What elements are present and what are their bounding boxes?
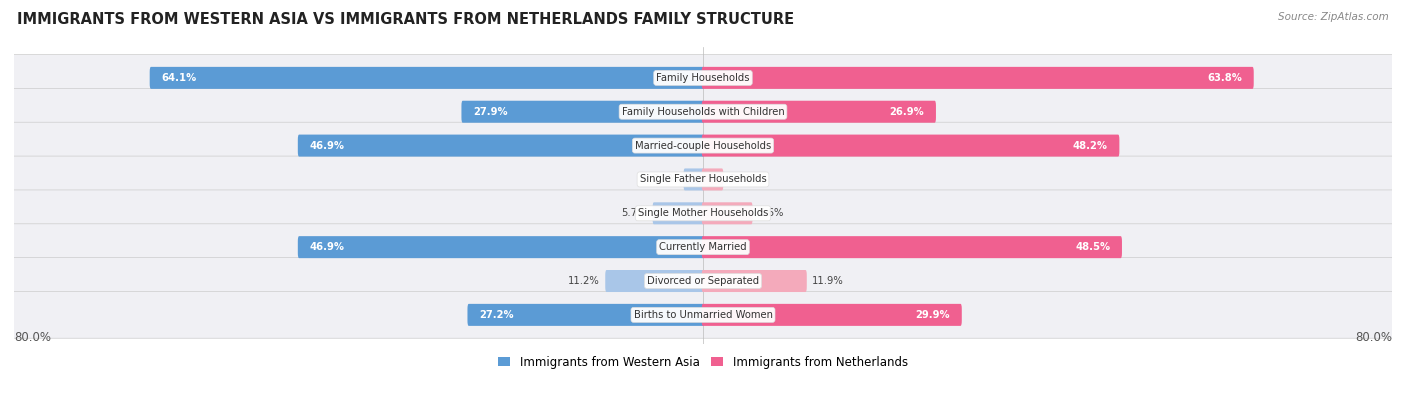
Text: 2.2%: 2.2%: [728, 175, 754, 184]
FancyBboxPatch shape: [702, 236, 1122, 258]
FancyBboxPatch shape: [11, 55, 1395, 101]
Text: 80.0%: 80.0%: [1355, 331, 1392, 344]
Text: 11.9%: 11.9%: [813, 276, 844, 286]
FancyBboxPatch shape: [702, 168, 723, 190]
Text: 27.2%: 27.2%: [479, 310, 513, 320]
Text: 5.6%: 5.6%: [758, 208, 783, 218]
Text: 2.1%: 2.1%: [652, 175, 678, 184]
Text: 27.9%: 27.9%: [472, 107, 508, 117]
Text: 5.7%: 5.7%: [621, 208, 647, 218]
Text: Single Mother Households: Single Mother Households: [638, 208, 768, 218]
Text: 80.0%: 80.0%: [14, 331, 51, 344]
Text: 48.2%: 48.2%: [1073, 141, 1108, 150]
FancyBboxPatch shape: [467, 304, 704, 326]
Text: 26.9%: 26.9%: [890, 107, 924, 117]
Text: IMMIGRANTS FROM WESTERN ASIA VS IMMIGRANTS FROM NETHERLANDS FAMILY STRUCTURE: IMMIGRANTS FROM WESTERN ASIA VS IMMIGRAN…: [17, 12, 794, 27]
FancyBboxPatch shape: [11, 190, 1395, 237]
Text: Single Father Households: Single Father Households: [640, 175, 766, 184]
FancyBboxPatch shape: [702, 101, 936, 123]
FancyBboxPatch shape: [11, 224, 1395, 271]
Text: Family Households with Children: Family Households with Children: [621, 107, 785, 117]
FancyBboxPatch shape: [702, 67, 1254, 89]
FancyBboxPatch shape: [298, 135, 704, 156]
FancyBboxPatch shape: [11, 156, 1395, 203]
Legend: Immigrants from Western Asia, Immigrants from Netherlands: Immigrants from Western Asia, Immigrants…: [494, 351, 912, 373]
FancyBboxPatch shape: [702, 202, 752, 224]
Text: 64.1%: 64.1%: [162, 73, 197, 83]
Text: Divorced or Separated: Divorced or Separated: [647, 276, 759, 286]
FancyBboxPatch shape: [11, 258, 1395, 305]
FancyBboxPatch shape: [11, 122, 1395, 169]
Text: 11.2%: 11.2%: [568, 276, 599, 286]
FancyBboxPatch shape: [652, 202, 704, 224]
Text: 63.8%: 63.8%: [1208, 73, 1241, 83]
Text: 48.5%: 48.5%: [1076, 242, 1111, 252]
FancyBboxPatch shape: [605, 270, 704, 292]
FancyBboxPatch shape: [461, 101, 704, 123]
Text: Married-couple Households: Married-couple Households: [636, 141, 770, 150]
Text: Family Households: Family Households: [657, 73, 749, 83]
FancyBboxPatch shape: [702, 304, 962, 326]
FancyBboxPatch shape: [149, 67, 704, 89]
FancyBboxPatch shape: [298, 236, 704, 258]
FancyBboxPatch shape: [683, 168, 704, 190]
FancyBboxPatch shape: [702, 270, 807, 292]
Text: Births to Unmarried Women: Births to Unmarried Women: [634, 310, 772, 320]
FancyBboxPatch shape: [11, 292, 1395, 338]
Text: 46.9%: 46.9%: [309, 141, 344, 150]
FancyBboxPatch shape: [11, 88, 1395, 135]
Text: 29.9%: 29.9%: [915, 310, 950, 320]
Text: Source: ZipAtlas.com: Source: ZipAtlas.com: [1278, 12, 1389, 22]
FancyBboxPatch shape: [702, 135, 1119, 156]
Text: 46.9%: 46.9%: [309, 242, 344, 252]
Text: Currently Married: Currently Married: [659, 242, 747, 252]
